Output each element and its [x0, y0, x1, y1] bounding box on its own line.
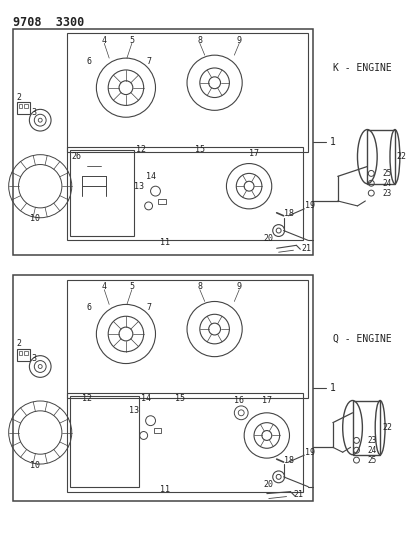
Text: 15: 15: [175, 393, 185, 402]
Text: 11: 11: [160, 485, 170, 494]
Text: 21: 21: [293, 490, 303, 499]
Text: 19: 19: [305, 201, 315, 211]
Text: 18: 18: [284, 456, 293, 465]
Bar: [67, 280, 308, 398]
Text: 23: 23: [382, 189, 391, 198]
Bar: [18, 104, 23, 108]
Text: 14: 14: [145, 172, 156, 181]
Text: 4: 4: [102, 36, 107, 45]
Text: 8: 8: [197, 36, 202, 45]
Bar: [16, 349, 30, 361]
Text: 10: 10: [30, 461, 40, 470]
Bar: [67, 34, 308, 152]
Text: 15: 15: [195, 146, 205, 154]
Text: 9: 9: [237, 36, 242, 45]
Text: 26: 26: [72, 152, 82, 161]
Text: 17: 17: [249, 149, 259, 158]
Text: 19: 19: [305, 448, 315, 457]
Bar: [24, 104, 28, 108]
Text: 6: 6: [87, 303, 92, 312]
Text: 25: 25: [367, 456, 376, 465]
Text: 4: 4: [102, 282, 107, 291]
Bar: [353, 401, 380, 455]
Bar: [70, 396, 139, 487]
Bar: [24, 351, 28, 354]
Text: 5: 5: [129, 282, 134, 291]
Text: 6: 6: [87, 56, 92, 66]
Text: 12: 12: [82, 393, 92, 402]
Text: 1: 1: [330, 137, 336, 147]
Bar: [13, 275, 313, 502]
Text: 10: 10: [30, 214, 40, 223]
Bar: [70, 150, 134, 237]
Text: 16: 16: [234, 397, 244, 406]
Text: 14: 14: [141, 393, 151, 402]
Bar: [159, 199, 166, 204]
Text: 17: 17: [262, 397, 272, 406]
Text: 20: 20: [264, 234, 274, 243]
Text: 5: 5: [129, 36, 134, 45]
Text: 25: 25: [382, 169, 391, 178]
Text: 7: 7: [146, 56, 151, 66]
Text: 11: 11: [160, 238, 170, 247]
Text: 24: 24: [382, 179, 391, 188]
Text: 1: 1: [330, 383, 336, 393]
Text: 12: 12: [136, 146, 146, 154]
Text: 21: 21: [301, 244, 311, 253]
Text: 13: 13: [134, 182, 144, 191]
Bar: [367, 130, 395, 184]
Text: 3: 3: [31, 108, 36, 117]
Bar: [16, 102, 30, 114]
Text: 2: 2: [16, 93, 21, 102]
Bar: [154, 427, 162, 432]
Text: 24: 24: [367, 446, 376, 455]
Text: 9708  3300: 9708 3300: [13, 16, 84, 29]
Text: 7: 7: [146, 303, 151, 312]
Text: 13: 13: [129, 406, 139, 415]
Text: K - ENGINE: K - ENGINE: [333, 63, 392, 73]
Text: 23: 23: [367, 436, 376, 445]
Text: 22: 22: [382, 423, 392, 432]
Text: 9: 9: [237, 282, 242, 291]
Bar: [67, 393, 303, 491]
Text: 3: 3: [31, 354, 36, 363]
Text: 2: 2: [16, 340, 21, 349]
Text: 18: 18: [284, 209, 293, 219]
Bar: [67, 147, 303, 240]
Text: 8: 8: [197, 282, 202, 291]
Text: Q - ENGINE: Q - ENGINE: [333, 334, 392, 344]
Text: 22: 22: [397, 152, 407, 161]
Bar: [18, 351, 23, 354]
Text: 20: 20: [264, 480, 274, 489]
Bar: [13, 29, 313, 255]
